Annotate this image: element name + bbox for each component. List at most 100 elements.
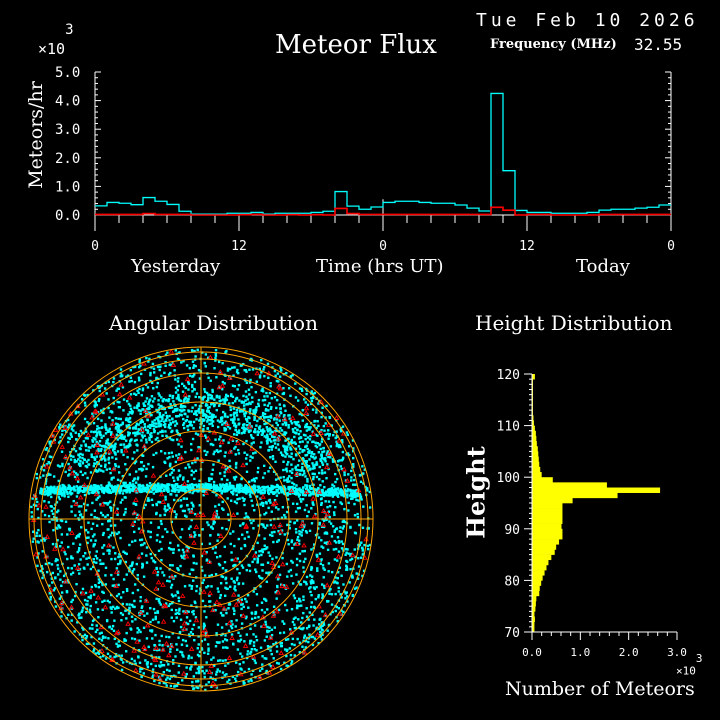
meteor-point [331, 493, 334, 496]
meteor-point [40, 489, 44, 492]
meteor-point-secondary [240, 612, 247, 618]
meteor-point [284, 422, 288, 425]
meteor-point [240, 564, 244, 567]
meteor-point [301, 450, 304, 453]
meteor-point [156, 365, 160, 369]
meteor-point [143, 489, 146, 492]
meteor-point [107, 491, 111, 494]
meteor-point [340, 596, 343, 599]
meteor-point [43, 500, 46, 503]
meteor-point [125, 375, 128, 378]
meteor-point [304, 461, 308, 465]
meteor-point [244, 457, 248, 460]
meteor-point [106, 513, 109, 517]
meteor-point [99, 487, 102, 491]
meteor-point [93, 618, 96, 621]
meteor-point [340, 609, 343, 612]
meteor-point-secondary [193, 524, 200, 529]
meteor-point [211, 390, 214, 393]
meteor-point [341, 456, 345, 460]
meteor-point [51, 542, 55, 546]
meteor-point [78, 456, 82, 459]
meteor-point [314, 533, 318, 537]
meteor-point [186, 622, 190, 626]
meteor-point [155, 539, 159, 542]
meteor-point [220, 507, 224, 510]
meteor-point-secondary [67, 464, 73, 470]
meteor-point [310, 601, 313, 604]
meteor-point [196, 457, 199, 460]
meteor-point [64, 488, 68, 492]
meteor-point [216, 419, 220, 422]
meteor-point [305, 484, 309, 487]
meteor-point [233, 447, 236, 450]
meteor-point [321, 450, 324, 454]
meteor-point [56, 564, 59, 567]
meteor-point [291, 620, 295, 624]
meteor-point [174, 424, 177, 427]
meteor-point [302, 433, 306, 437]
meteor-point [66, 492, 69, 495]
meteor-point [110, 506, 113, 510]
meteor-point [269, 635, 272, 638]
meteor-point [311, 501, 314, 504]
meteor-point [152, 492, 156, 495]
meteor-point [31, 540, 35, 543]
meteor-point [192, 687, 196, 690]
meteor-point [174, 386, 178, 389]
meteor-point [233, 544, 236, 548]
meteor-point [280, 491, 283, 494]
meteor-point [209, 676, 212, 679]
meteor-point [177, 457, 180, 460]
meteor-point [131, 620, 134, 623]
meteor-point-secondary [136, 553, 142, 559]
meteor-point-secondary [49, 432, 56, 438]
meteor-point [212, 519, 215, 523]
meteor-point [139, 364, 142, 367]
meteor-point [129, 407, 133, 411]
meteor-point [119, 429, 122, 432]
meteor-point [177, 393, 180, 397]
meteor-point [85, 611, 88, 614]
meteor-point [50, 509, 54, 513]
meteor-point [321, 488, 324, 492]
meteor-point [265, 391, 268, 395]
meteor-point [221, 646, 225, 649]
meteor-point [269, 456, 272, 459]
meteor-point [184, 466, 187, 470]
meteor-point [242, 362, 245, 366]
meteor-point [282, 631, 286, 634]
meteor-point [69, 450, 72, 454]
meteor-point [225, 639, 229, 642]
meteor-point [173, 479, 176, 482]
meteor-point [315, 411, 318, 414]
meteor-point [128, 606, 131, 610]
meteor-point [330, 603, 334, 606]
meteor-point [61, 462, 64, 466]
meteor-point [174, 655, 177, 658]
meteor-point [175, 454, 178, 457]
meteor-point [320, 503, 323, 506]
meteor-point [203, 361, 206, 365]
meteor-point [288, 527, 291, 530]
meteor-point [206, 356, 210, 359]
meteor-point [184, 450, 187, 454]
meteor-point [290, 440, 293, 444]
meteor-point [303, 580, 306, 583]
meteor-point [330, 486, 334, 490]
meteor-point [168, 419, 171, 422]
meteor-point [158, 648, 161, 652]
meteor-point [285, 467, 288, 470]
meteor-point [349, 567, 352, 571]
meteor-point [238, 422, 241, 425]
meteor-point [237, 537, 241, 541]
meteor-point [77, 534, 80, 537]
meteor-point [120, 448, 123, 452]
meteor-point [149, 606, 152, 610]
meteor-point [106, 430, 110, 434]
meteor-point [300, 490, 303, 494]
meteor-point [291, 481, 294, 485]
meteor-point [138, 379, 141, 382]
meteor-point [171, 575, 174, 579]
meteor-point [111, 624, 115, 628]
